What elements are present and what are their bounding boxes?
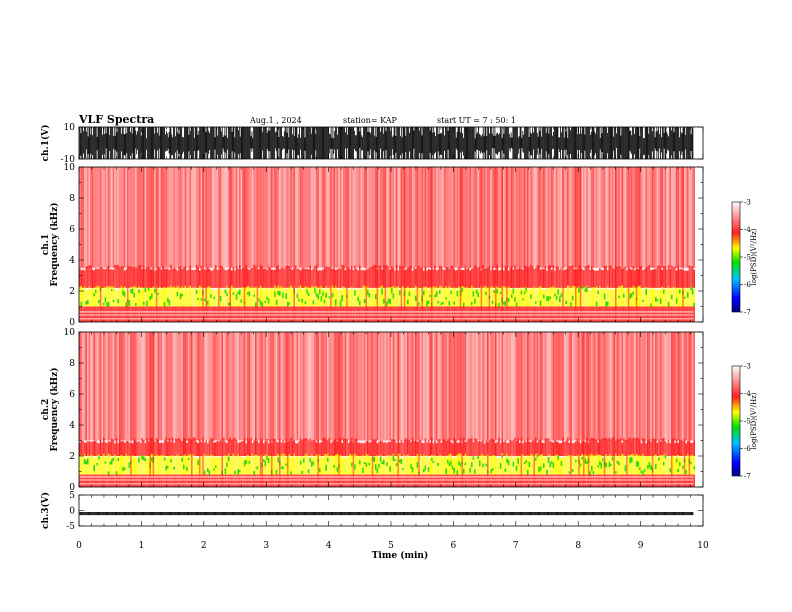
- y-axis-label: Frequency (kHz): [49, 367, 60, 451]
- ch1-waveform-panel: 10 -10 ch.1(V): [40, 123, 704, 165]
- colorbar-label: log(PSD)(V²/Hz): [750, 228, 758, 285]
- date-label: Aug.1 , 2024: [249, 116, 302, 125]
- y-tick-label: 10: [64, 163, 76, 173]
- ch3-waveform-panel: 5 0 -5 ch.3(V): [40, 491, 704, 532]
- y-tick-label: 4: [69, 256, 75, 266]
- ch2-spectrogram-panel: 0 2 4 6 8 10 ch.2 Frequency (kHz): [41, 328, 704, 493]
- x-axis-label: Time (min): [372, 550, 429, 561]
- x-tick-label: 9: [638, 541, 644, 551]
- y-tick-label: 8: [69, 194, 75, 204]
- station-label: station= KAP: [343, 116, 398, 125]
- figure-title: VLF Spectra: [78, 113, 154, 126]
- ch1-spectrogram-panel: 0 2 4 6 8 10 ch.1 Frequency (kHz): [41, 163, 704, 328]
- x-tick-label: 8: [575, 541, 581, 551]
- colorbar-tick-label: -3: [744, 363, 751, 371]
- colorbar-tick-label: -6: [744, 445, 751, 453]
- y-tick-label: -10: [61, 155, 76, 165]
- x-tick-label: 4: [326, 541, 332, 551]
- x-tick-label: 3: [263, 541, 269, 551]
- y-tick-label: 2: [69, 287, 75, 297]
- x-tick-label: 5: [388, 541, 394, 551]
- time-axis: 0 1 2 3 4 5 6 7 8 9 10: [76, 541, 709, 551]
- y-tick-label: 10: [64, 328, 76, 338]
- x-tick-label: 6: [451, 541, 457, 551]
- y-axis-label: ch.1(V): [40, 125, 51, 162]
- spectrogram-cells: [79, 167, 695, 322]
- colorbar-label: log(PSD)(V²/Hz): [750, 392, 758, 449]
- y-axis-label: ch.1: [41, 234, 51, 255]
- x-tick-label: 7: [513, 541, 519, 551]
- colorbar-gradient: [731, 365, 741, 477]
- y-tick-label: 8: [69, 359, 75, 369]
- y-tick-label: 0: [69, 483, 75, 493]
- y-axis-label: Frequency (kHz): [49, 202, 60, 286]
- y-tick-label: 4: [69, 421, 75, 431]
- waveform-trace: [79, 512, 694, 516]
- ch1-colorbar: -3 -4 -5 -6 -7 log(PSD)(V²/Hz): [731, 199, 758, 317]
- start-ut-label: start UT = 7 : 50: 1: [437, 116, 516, 125]
- spectrogram-cells: [79, 332, 695, 487]
- x-tick-label: 0: [76, 541, 82, 551]
- colorbar-tick-label: -5: [744, 418, 751, 426]
- colorbar-tick-label: -3: [744, 199, 751, 207]
- y-tick-label: 6: [69, 390, 75, 400]
- y-tick-label: 5: [69, 491, 75, 501]
- colorbar-gradient: [731, 201, 741, 313]
- y-tick-label: 2: [69, 452, 75, 462]
- y-tick-label: 0: [69, 318, 75, 328]
- colorbar-tick-label: -7: [744, 309, 751, 317]
- colorbar-tick-label: -4: [744, 390, 751, 398]
- y-tick-label: 0: [69, 507, 75, 517]
- y-tick-label: 6: [69, 225, 75, 235]
- colorbar-tick-label: -7: [744, 473, 751, 481]
- colorbar-tick-label: -5: [744, 254, 751, 262]
- waveform-trace: [79, 127, 694, 159]
- x-tick-label: 2: [201, 541, 207, 551]
- y-tick-label: -5: [66, 522, 75, 532]
- x-tick-label: 1: [139, 541, 145, 551]
- colorbar-tick-label: -4: [744, 226, 751, 234]
- colorbar-tick-label: -6: [744, 281, 751, 289]
- ch2-colorbar: -3 -4 -5 -6 -7 log(PSD)(V²/Hz): [731, 363, 758, 481]
- y-axis-label: ch.2: [41, 399, 51, 420]
- x-tick-label: 10: [697, 541, 709, 551]
- y-axis-label: ch.3(V): [40, 492, 51, 529]
- y-tick-label: 10: [64, 123, 76, 133]
